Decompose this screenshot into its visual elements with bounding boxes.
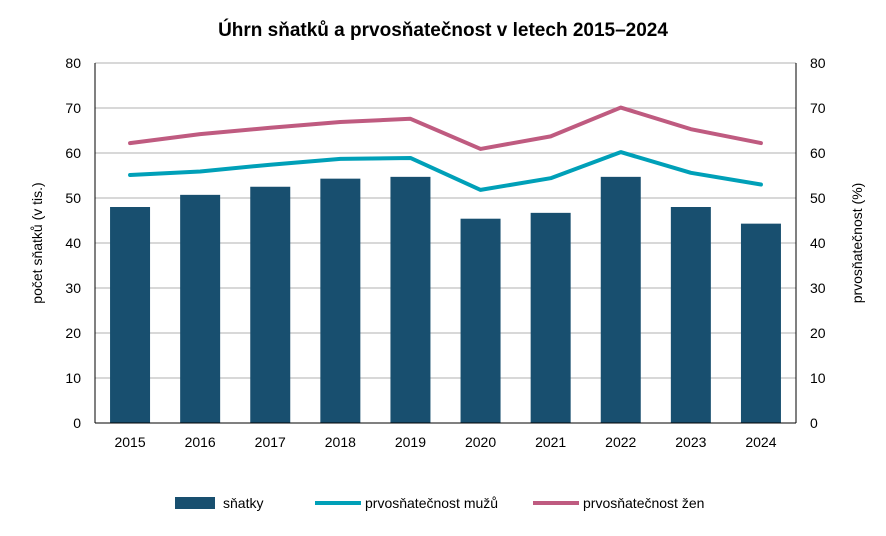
legend: sňatky prvosňatečnost mužů prvosňatečnost …: [175, 495, 704, 511]
y-tick-label: 0: [73, 415, 81, 431]
x-tick-label: 2023: [675, 434, 706, 450]
y2-tick-label: 50: [810, 190, 826, 206]
line-prvosňatečnost-mužů: [130, 152, 761, 190]
y2-tick-label: 30: [810, 280, 826, 296]
y-axis-label: počet sňatků (v tis.): [29, 182, 45, 303]
x-tick-label: 2016: [185, 434, 216, 450]
y-tick-label: 20: [65, 325, 81, 341]
y2-tick-label: 70: [810, 100, 826, 116]
y-tick-label: 70: [65, 100, 81, 116]
chart-title: Úhrn sňatků a prvosňatečnost v letech 20…: [218, 19, 668, 41]
y2-tick-label: 10: [810, 370, 826, 386]
y2-tick-label: 40: [810, 235, 826, 251]
x-tick-label: 2021: [535, 434, 566, 450]
y-tick-label: 10: [65, 370, 81, 386]
x-tick-label: 2018: [325, 434, 356, 450]
legend-label: prvosňatečnost žen: [583, 495, 704, 511]
y-tick-label: 30: [65, 280, 81, 296]
line-prvosňatečnost-žen: [130, 108, 761, 149]
bar-2017: [250, 187, 290, 423]
legend-label: sňatky: [223, 495, 263, 511]
y2-tick-label: 60: [810, 145, 826, 161]
legend-swatch: [175, 497, 215, 509]
x-tick-label: 2022: [605, 434, 636, 450]
y2-tick-label: 80: [810, 55, 826, 71]
bar-2023: [671, 207, 711, 423]
bar-2020: [461, 219, 501, 423]
bar-2018: [320, 179, 360, 423]
bar-2016: [180, 195, 220, 423]
bar-2022: [601, 177, 641, 423]
x-tick-label: 2019: [395, 434, 426, 450]
y2-axis-label: prvosňatečnost (%): [849, 183, 865, 304]
bar-2021: [531, 213, 571, 423]
y2-tick-label: 20: [810, 325, 826, 341]
bar-2015: [110, 207, 150, 423]
y2-tick-label: 0: [810, 415, 818, 431]
x-tick-label: 2015: [114, 434, 145, 450]
y-tick-label: 40: [65, 235, 81, 251]
legend-label: prvosňatečnost mužů: [365, 495, 498, 511]
bar-2019: [390, 177, 430, 423]
y-tick-label: 60: [65, 145, 81, 161]
x-tick-label: 2017: [255, 434, 286, 450]
x-tick-label: 2024: [745, 434, 776, 450]
y-tick-label: 80: [65, 55, 81, 71]
x-tick-label: 2020: [465, 434, 496, 450]
bar-2024: [741, 224, 781, 423]
y-tick-label: 50: [65, 190, 81, 206]
